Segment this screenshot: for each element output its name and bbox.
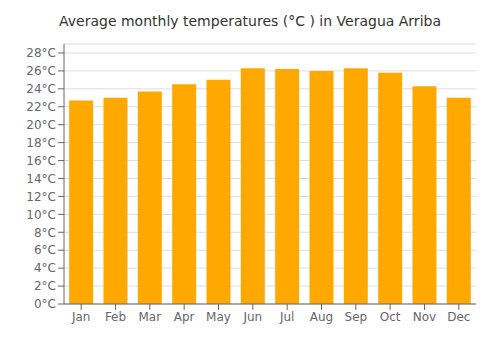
svg-text:12°C: 12°C <box>26 190 56 204</box>
svg-text:May: May <box>206 310 231 324</box>
svg-text:26°C: 26°C <box>26 64 56 78</box>
svg-text:Aug: Aug <box>310 310 333 324</box>
svg-text:Apr: Apr <box>174 310 195 324</box>
svg-text:20°C: 20°C <box>26 118 56 132</box>
svg-text:Jan: Jan <box>71 310 91 324</box>
html-text:Average monthly temperatures (: Average monthly temperatures (°C ) in Ve… <box>59 13 441 29</box>
svg-text:14°C: 14°C <box>26 172 56 186</box>
svg-text:6°C: 6°C <box>34 243 56 257</box>
svg-text:Feb: Feb <box>105 310 126 324</box>
svg-text:Nov: Nov <box>413 310 436 324</box>
svg-text:4°C: 4°C <box>34 261 56 275</box>
svg-text:Oct: Oct <box>380 310 401 324</box>
svg-text:28°C: 28°C <box>26 46 56 60</box>
svg-text:Sep: Sep <box>345 310 368 324</box>
svg-text:22°C: 22°C <box>26 100 56 114</box>
svg-text:24°C: 24°C <box>26 82 56 96</box>
svg-text:0°C: 0°C <box>34 297 56 311</box>
svg-text:8°C: 8°C <box>34 226 56 240</box>
svg-text:2°C: 2°C <box>34 279 56 293</box>
svg-text:10°C: 10°C <box>26 208 56 222</box>
svg-text:16°C: 16°C <box>26 154 56 168</box>
svg-text:Jun: Jun <box>242 310 262 324</box>
svg-text:18°C: 18°C <box>26 136 56 150</box>
svg-text:Mar: Mar <box>139 310 162 324</box>
svg-text:Dec: Dec <box>447 310 470 324</box>
svg-text:Jul: Jul <box>279 310 294 324</box>
